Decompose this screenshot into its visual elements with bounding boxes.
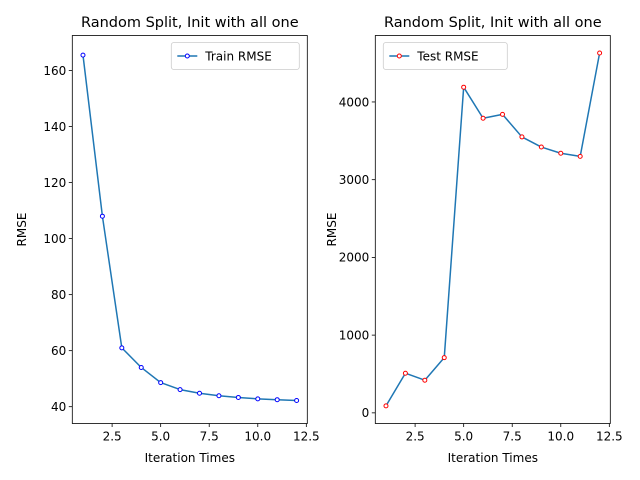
data-point [138, 364, 144, 370]
data-point [177, 387, 183, 393]
chart-2: Random Split, Init with all one 2.5 5.0 7.5… [325, 15, 623, 465]
data-point [383, 403, 389, 409]
data-point [577, 153, 583, 159]
x-tick-label: 2.5 [406, 430, 425, 444]
y-tick-label: 1000 [339, 328, 370, 342]
y-tick-label: 60 [51, 344, 66, 358]
data-point [235, 394, 241, 400]
data-point [558, 150, 564, 156]
data-point [441, 355, 447, 361]
data-point [422, 377, 428, 383]
x-axis-label: Iteration Times [448, 451, 538, 465]
data-point [597, 50, 603, 56]
data-point [519, 134, 525, 140]
axes-frame [71, 35, 308, 424]
y-tick-label: 80 [51, 288, 66, 302]
series-line [82, 55, 297, 402]
y-tick-label: 0 [362, 406, 370, 420]
x-tick-label: 5.0 [151, 430, 170, 444]
data-point [500, 111, 506, 117]
x-tick-label: 7.5 [503, 430, 522, 444]
legend: Test RMSE [382, 42, 508, 70]
legend-marker [396, 53, 402, 59]
legend-label: Train RMSE [204, 49, 271, 63]
data-point [274, 397, 280, 403]
y-tick-label: 2000 [339, 251, 370, 265]
y-tick-label: 40 [51, 400, 66, 414]
y-tick-label: 160 [43, 64, 66, 78]
data-point [294, 398, 300, 404]
data-point [158, 380, 164, 386]
data-point [255, 396, 261, 402]
data-point [480, 115, 486, 121]
x-tick-label: 12.5 [596, 430, 623, 444]
y-tick-label: 3000 [339, 173, 370, 187]
data-point [99, 213, 105, 219]
data-point [197, 390, 203, 396]
legend: Train RMSE [170, 42, 300, 70]
legend-box [170, 42, 300, 70]
x-tick-label: 10.0 [244, 430, 271, 444]
data-point [538, 144, 544, 150]
legend-marker [184, 53, 190, 59]
y-tick-label: 120 [43, 176, 66, 190]
y-tick-label: 4000 [339, 95, 370, 109]
y-axis-label: RMSE [325, 213, 339, 247]
x-tick-label: 12.5 [293, 430, 320, 444]
y-tick-label: 140 [43, 120, 66, 134]
y-tick-label: 100 [43, 232, 66, 246]
x-tick-label: 7.5 [200, 430, 219, 444]
y-axis-label: RMSE [15, 213, 29, 247]
data-point [461, 84, 467, 90]
x-axis-label: Iteration Times [145, 451, 235, 465]
chart-title: Random Split, Init with all one [81, 15, 299, 31]
series-line [385, 52, 601, 407]
axes-frame [374, 35, 611, 424]
data-point [80, 52, 86, 58]
x-tick-label: 2.5 [103, 430, 122, 444]
legend-box [382, 42, 508, 70]
chart-1: Random Split, Init with all one 2.5 5.0 7.5… [15, 15, 320, 465]
data-point [216, 393, 222, 399]
data-point [402, 370, 408, 376]
data-point [119, 345, 125, 351]
x-tick-label: 10.0 [547, 430, 574, 444]
chart-title: Random Split, Init with all one [384, 15, 602, 31]
legend-label: Test RMSE [416, 49, 478, 63]
x-tick-label: 5.0 [454, 430, 473, 444]
